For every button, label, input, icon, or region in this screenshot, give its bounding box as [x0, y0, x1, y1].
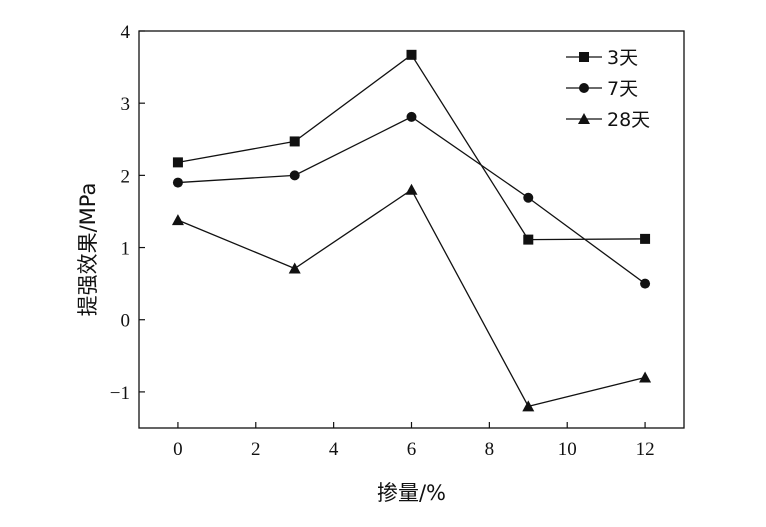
- x-tick-label: 8: [485, 439, 495, 460]
- series-3: [171, 183, 652, 412]
- y-axis-label: 提强效果/MPa: [76, 183, 100, 317]
- x-tick-label: 10: [558, 439, 577, 460]
- x-tick-label: 2: [251, 439, 261, 460]
- y-axis-ticks: −1 0 1 2 3 4: [110, 22, 145, 404]
- data-point: [406, 111, 417, 122]
- x-tick-label: 0: [173, 439, 183, 460]
- series-line: [177, 53, 646, 241]
- data-point: [171, 214, 184, 226]
- legend-label: 7天: [607, 78, 638, 100]
- y-tick-label: 0: [121, 311, 131, 332]
- plot-border: [138, 30, 685, 429]
- legend-marker: [579, 83, 589, 93]
- data-point: [523, 234, 534, 245]
- data-point: [640, 233, 651, 244]
- data-point: [288, 262, 301, 274]
- series-1: [172, 49, 651, 245]
- x-axis-ticks: 0 2 4 6 8 10 12: [173, 422, 655, 460]
- data-point: [289, 136, 300, 147]
- x-tick-label: 6: [407, 439, 417, 460]
- y-tick-label: −1: [110, 383, 130, 404]
- series-2: [172, 111, 651, 289]
- series-line: [177, 116, 646, 285]
- data-point: [522, 400, 535, 412]
- legend-label: 28天: [607, 109, 650, 131]
- data-point: [640, 278, 651, 289]
- data-point: [172, 157, 183, 168]
- legend-marker: [578, 113, 590, 124]
- series-line: [177, 188, 646, 408]
- y-tick-label: 4: [121, 22, 131, 43]
- data-point: [405, 183, 418, 195]
- x-tick-label: 12: [636, 439, 655, 460]
- data-point: [639, 371, 652, 383]
- series-layer: [171, 49, 652, 412]
- legend-item: 3天: [566, 47, 638, 69]
- data-point: [289, 170, 300, 181]
- legend-label: 3天: [607, 47, 638, 69]
- data-point: [523, 192, 534, 203]
- y-tick-label: 1: [121, 239, 131, 260]
- y-tick-label: 3: [121, 94, 131, 115]
- legend-item: 7天: [566, 78, 638, 100]
- x-tick-label: 4: [329, 439, 339, 460]
- data-point: [406, 49, 417, 60]
- legend-item: 28天: [566, 109, 650, 131]
- y-tick-label: 2: [121, 166, 131, 187]
- plot-frame: [138, 30, 685, 429]
- legend: 3天 7天 28天: [566, 47, 650, 131]
- data-point: [172, 177, 183, 188]
- x-axis-label: 掺量/%: [377, 481, 446, 505]
- legend-marker: [579, 52, 589, 62]
